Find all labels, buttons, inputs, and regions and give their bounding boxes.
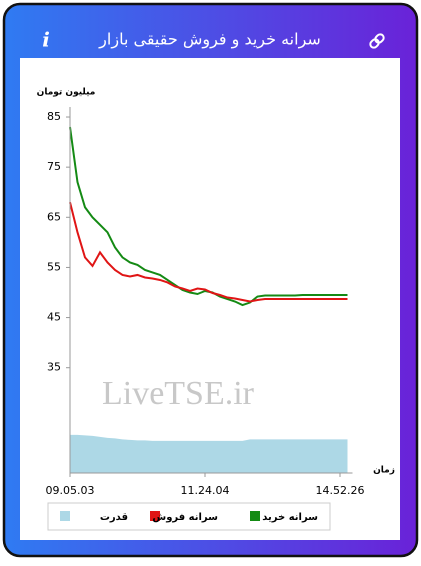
x-tick-label: 09.05.03 [46,484,95,497]
legend-swatch [150,511,160,521]
legend-swatch [250,511,260,521]
y-tick-label: 45 [47,311,61,324]
y-tick-label: 75 [47,160,61,173]
legend-label: سرانه فروش [152,512,218,523]
y-tick-label: 35 [47,361,61,374]
legend-label: قدرت [100,512,128,523]
legend-box [47,502,331,531]
y-axis-label: میلیون تومان [37,88,96,98]
y-tick-label: 65 [47,210,61,223]
x-tick-label: 14.52.26 [316,484,365,497]
y-tick-label: 55 [47,260,61,273]
info-icon[interactable]: i [42,28,50,52]
x-tick-label: 11.24.04 [181,484,230,497]
link-icon[interactable] [369,33,385,49]
y-tick-label: 85 [47,110,61,123]
legend-label: سرانه خرید [262,512,318,523]
area [70,434,348,473]
x-axis-label: زمان [373,466,395,476]
line [69,202,348,303]
card-title: سرانه خرید و فروش حقیقی بازار [98,30,321,50]
watermark: LiveTSE.ir [102,375,255,412]
legend-swatch [60,511,70,521]
